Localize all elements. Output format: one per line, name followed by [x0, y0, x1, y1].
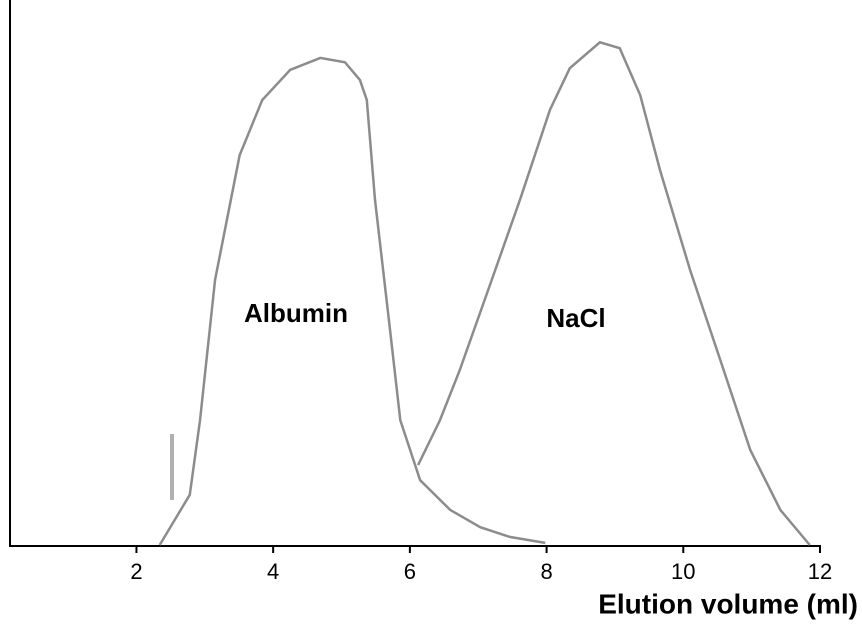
curve	[158, 56, 546, 546]
x-tick-label: 8	[540, 559, 552, 584]
curve	[416, 40, 811, 546]
x-tick-label: 12	[808, 559, 832, 584]
x-tick-label: 10	[671, 559, 695, 584]
x-tick-label: 4	[267, 559, 279, 584]
x-tick-label: 6	[404, 559, 416, 584]
nacl-label: NaCl	[546, 303, 605, 333]
albumin-label: Albumin	[244, 298, 348, 328]
x-axis-title: Elution volume (ml)	[598, 588, 858, 619]
x-tick-label: 2	[130, 559, 142, 584]
